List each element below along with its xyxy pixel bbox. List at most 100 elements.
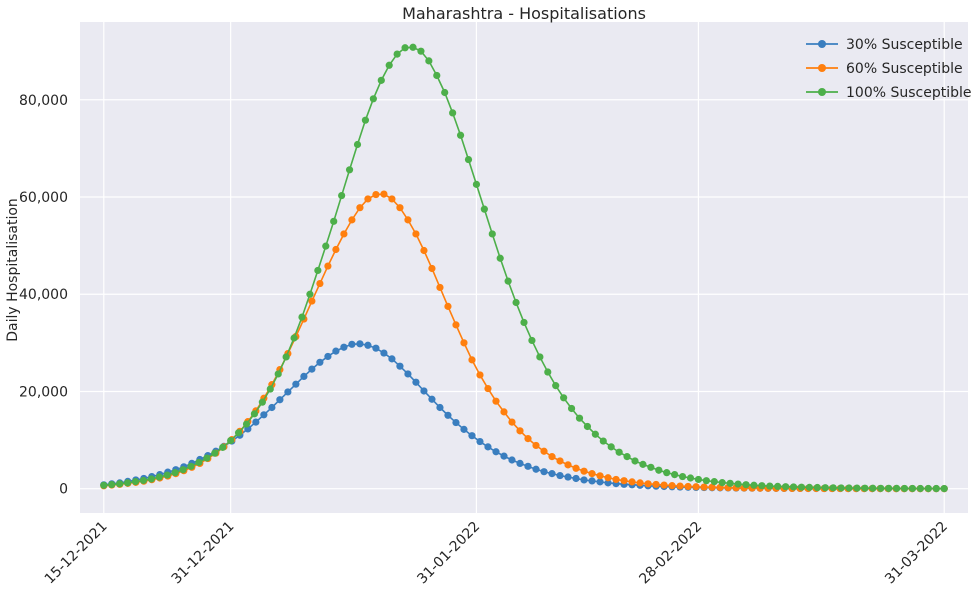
y-tick-label: 60,000 <box>19 190 68 206</box>
data-point <box>219 443 227 451</box>
data-point <box>692 483 700 491</box>
data-point <box>211 449 219 457</box>
data-point <box>260 411 268 419</box>
data-point <box>532 441 540 450</box>
legend-item: 100% Susceptible <box>806 85 972 101</box>
data-point <box>460 425 468 433</box>
data-point <box>274 370 282 378</box>
data-point <box>282 353 290 361</box>
data-point <box>805 483 814 491</box>
data-point <box>612 475 620 484</box>
data-point <box>100 481 108 489</box>
data-point <box>131 478 140 486</box>
data-point <box>464 155 473 164</box>
x-tick-label: 31-03-2022 <box>882 519 951 588</box>
data-point <box>599 437 607 445</box>
legend: 30% Susceptible 60% Susceptible 100% Susce… <box>806 37 972 101</box>
data-point <box>900 484 909 493</box>
legend-item: 30% Susceptible <box>806 37 963 53</box>
data-point <box>412 378 420 386</box>
data-point <box>420 387 428 395</box>
data-point <box>532 465 540 473</box>
data-point <box>686 474 695 482</box>
data-point <box>512 298 520 307</box>
data-point <box>449 109 457 117</box>
data-point <box>500 408 508 416</box>
data-point <box>284 388 292 396</box>
data-point <box>252 418 260 426</box>
data-point <box>742 481 750 489</box>
data-point <box>508 418 516 426</box>
data-point <box>660 481 668 489</box>
data-point <box>631 457 639 465</box>
data-point <box>380 190 388 198</box>
data-point <box>877 484 885 492</box>
data-point <box>417 47 425 55</box>
legend-label: 60% Susceptible <box>846 61 963 77</box>
data-point <box>572 464 580 472</box>
data-point <box>524 435 532 443</box>
data-point <box>187 462 195 470</box>
data-point <box>484 443 492 451</box>
data-point <box>639 460 647 468</box>
data-point <box>436 283 444 292</box>
data-point <box>564 473 572 481</box>
data-point <box>380 349 388 357</box>
data-point <box>492 448 500 456</box>
data-point <box>734 480 742 488</box>
data-point <box>306 290 314 298</box>
data-point <box>516 427 524 435</box>
data-point <box>472 180 481 188</box>
data-point <box>524 462 532 470</box>
plot-area <box>80 22 968 513</box>
data-point <box>676 482 684 490</box>
data-point <box>322 242 330 250</box>
data-point <box>504 277 512 285</box>
data-point <box>797 483 806 491</box>
data-point <box>837 484 845 492</box>
data-point <box>324 262 332 270</box>
data-point <box>861 484 869 492</box>
data-point <box>338 191 346 200</box>
data-point <box>314 266 322 275</box>
data-point <box>456 131 465 139</box>
data-point <box>607 443 615 451</box>
data-point <box>652 480 660 489</box>
data-point <box>308 365 316 373</box>
data-point <box>364 195 372 203</box>
data-point <box>123 479 132 487</box>
data-point <box>636 479 644 487</box>
data-point <box>560 394 568 402</box>
data-point <box>377 76 385 84</box>
data-point <box>330 217 338 225</box>
data-point <box>520 318 528 327</box>
data-point <box>298 313 306 321</box>
legend-marker <box>818 40 826 48</box>
y-tick-labels: 0 20,000 40,000 60,000 80,000 <box>19 93 68 498</box>
data-point <box>332 347 340 355</box>
data-point <box>108 480 116 489</box>
series <box>100 43 948 493</box>
data-point <box>372 190 380 199</box>
data-point <box>750 481 758 489</box>
data-point <box>726 479 734 487</box>
data-point <box>316 279 324 288</box>
data-point <box>758 482 766 490</box>
data-point <box>364 341 372 349</box>
data-point <box>647 463 655 471</box>
data-point <box>567 404 576 413</box>
data-point <box>496 254 504 262</box>
x-tick-labels: 15-12-2021 31-12-2021 31-01-2022 28-02-2022… <box>42 519 951 588</box>
data-point <box>694 475 703 484</box>
data-point <box>620 477 628 485</box>
data-point <box>548 470 556 478</box>
data-point <box>540 447 548 455</box>
data-point <box>385 61 393 69</box>
data-point <box>393 50 401 58</box>
data-point <box>628 478 636 486</box>
data-point <box>821 484 829 492</box>
data-point <box>782 483 790 491</box>
data-point <box>348 216 356 224</box>
data-point <box>829 484 837 492</box>
